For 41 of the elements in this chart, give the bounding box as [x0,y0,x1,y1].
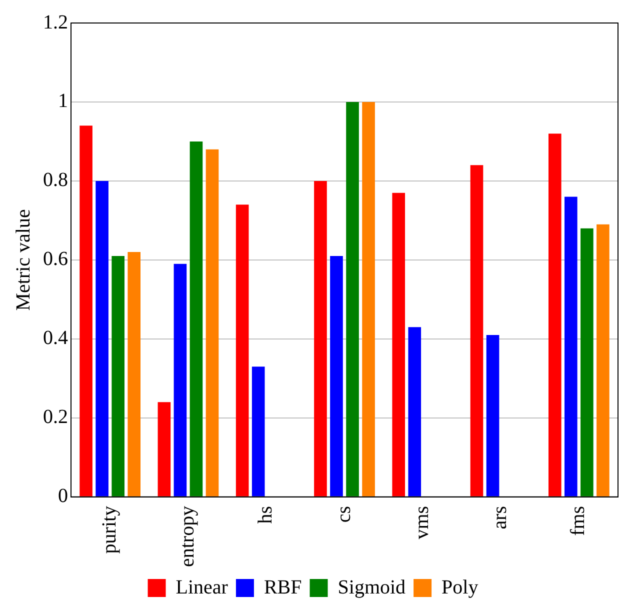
bar [236,204,249,496]
bar [392,192,406,496]
bar [190,141,203,496]
bar [112,256,124,496]
bar [580,228,594,496]
bar [174,264,187,496]
x-tick-label: entropy [176,506,198,567]
bar [128,252,141,496]
bar [596,224,610,496]
y-tick-label: 0.8 [43,169,68,192]
bar [564,196,578,496]
x-tick-label: ars [489,506,512,530]
x-tick-label: fms [567,506,590,536]
bar [96,180,108,496]
x-tick-label: purity [98,506,120,554]
bar [346,102,359,496]
bar [80,126,92,496]
bar [206,149,219,496]
x-tick-label: cs [332,506,355,523]
legend-label: Sigmoid [338,576,406,598]
bar [470,165,484,496]
bar [486,334,500,496]
x-tick-label: vms [410,506,433,540]
y-tick-label: 0.2 [43,406,68,428]
legend-label: Linear [176,576,228,598]
legend-label: Poly [442,576,478,598]
bar [362,102,375,496]
bar [158,402,171,496]
y-tick-label: 0.4 [43,327,68,350]
legend-label: RBF [264,576,302,598]
bar [252,366,265,496]
y-tick-label: 1 [58,90,68,112]
y-axis-title: Metric value [12,209,34,311]
y-tick-label: 0 [58,485,68,508]
y-tick-label: 1.2 [43,11,68,34]
bar [548,134,562,496]
bar [408,327,422,496]
x-tick-label: hs [254,506,277,524]
bar [314,180,327,496]
bar [330,256,343,496]
y-tick-label: 0.6 [43,248,68,270]
